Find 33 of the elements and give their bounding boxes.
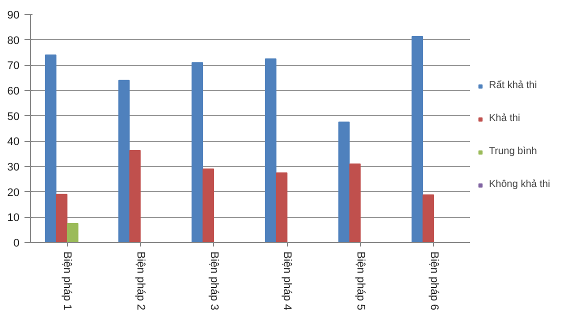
bar — [422, 194, 434, 242]
y-tick-label: 80 — [7, 34, 20, 47]
legend-label: Rất khả thi — [489, 80, 537, 91]
legend-label: Không khả thi — [489, 179, 550, 190]
bar — [56, 194, 68, 242]
x-tick-label: Biện pháp 2 — [134, 252, 146, 310]
bar — [264, 58, 276, 242]
y-tick-label: 0 — [13, 238, 20, 250]
bar — [202, 168, 214, 242]
x-tick-label: Biện pháp 5 — [354, 252, 366, 310]
x-tick-label: Biện pháp 4 — [281, 252, 294, 310]
legend-label: Khả thi — [489, 113, 520, 124]
bar — [192, 62, 204, 242]
bar — [338, 122, 350, 242]
y-tick-label: 10 — [7, 212, 20, 224]
y-tick-label: 60 — [7, 86, 20, 98]
bar — [66, 223, 78, 242]
y-tick-label: 50 — [7, 110, 20, 123]
y-tick-label: 30 — [7, 162, 20, 174]
x-tick-label: Biện pháp 1 — [61, 252, 74, 310]
legend-label: Trung bình — [489, 146, 537, 157]
bar — [276, 172, 288, 242]
bar — [412, 36, 424, 242]
y-tick-label: 20 — [7, 186, 20, 199]
bar — [129, 150, 141, 242]
bar — [349, 163, 361, 242]
bar — [118, 80, 130, 242]
y-tick-label: 40 — [7, 136, 20, 148]
y-tick-label: 70 — [7, 60, 20, 72]
y-tick-label: 90 — [7, 10, 20, 22]
x-tick-label: Biện pháp 6 — [428, 252, 440, 310]
x-tick-label: Biện pháp 3 — [208, 252, 220, 310]
bar — [44, 54, 56, 242]
